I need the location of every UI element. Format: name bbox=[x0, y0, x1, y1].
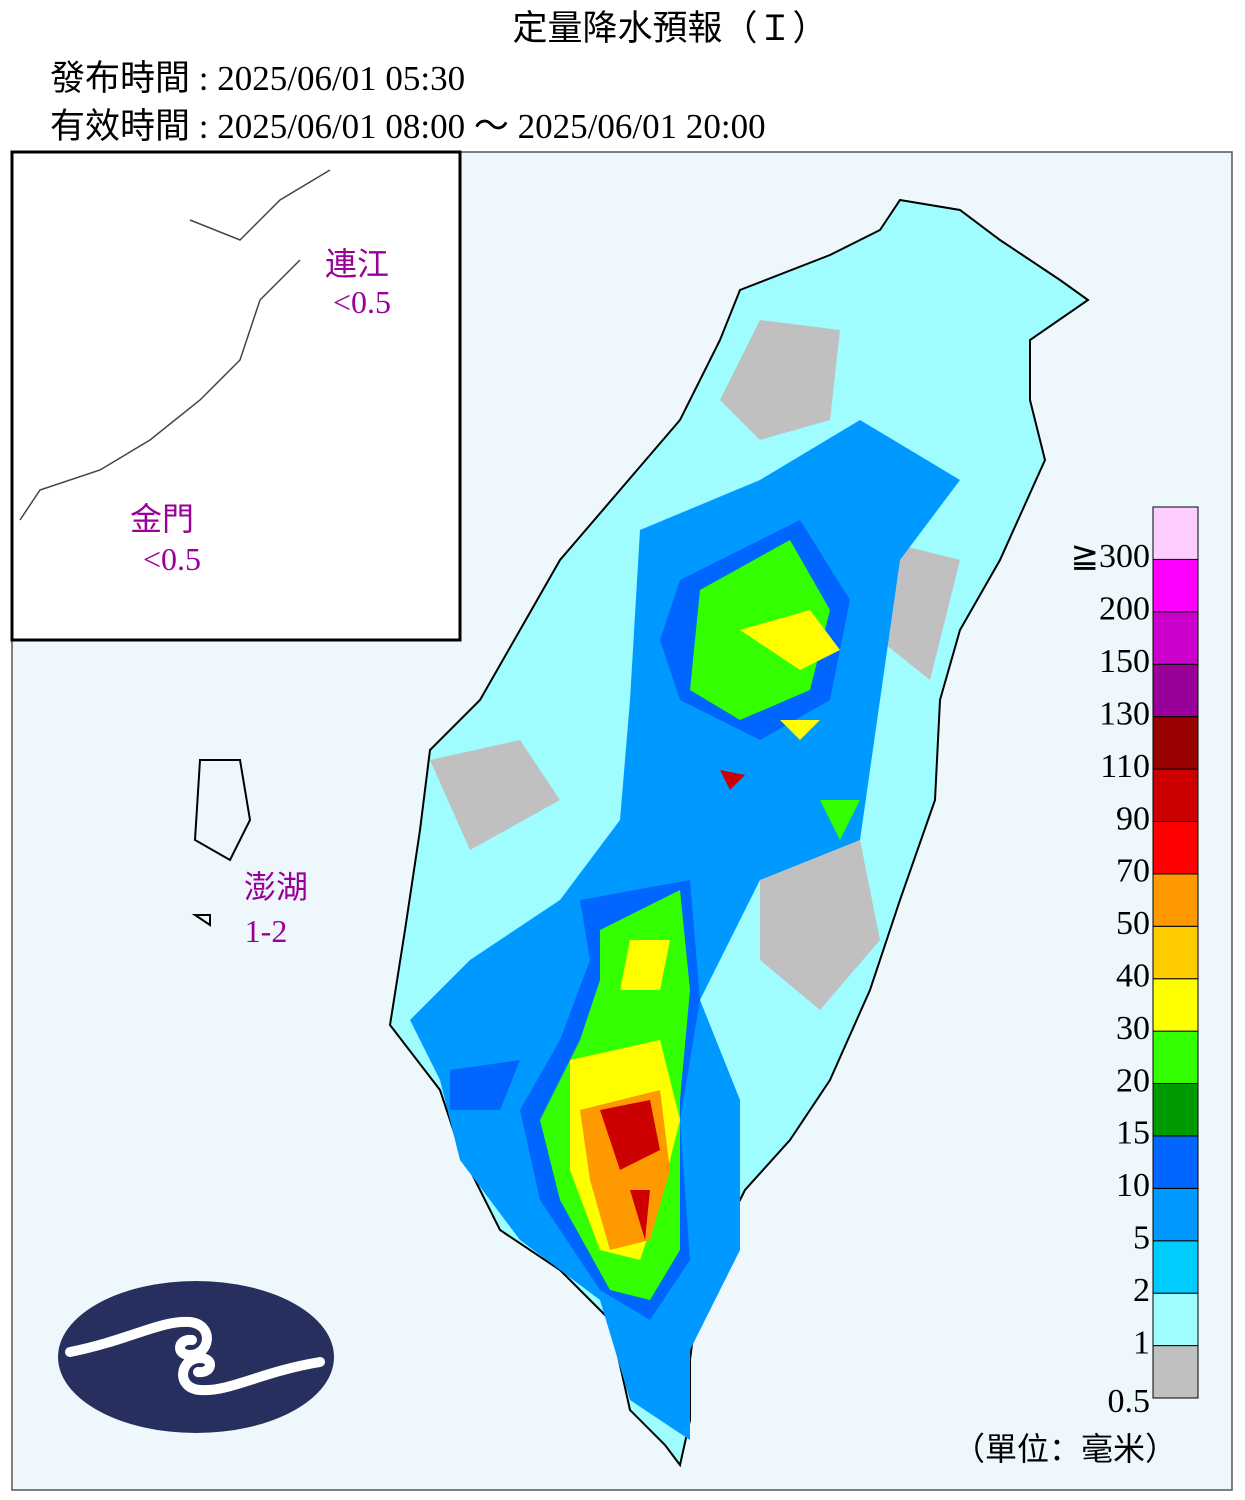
penghu-outline bbox=[191, 759, 252, 927]
legend-label: 110 bbox=[1100, 748, 1150, 785]
legend-label: 50 bbox=[1116, 905, 1150, 942]
region-value: <0.5 bbox=[143, 541, 201, 577]
legend-swatch bbox=[1152, 873, 1199, 927]
legend-label: ≧300 bbox=[1071, 538, 1151, 575]
legend-swatch bbox=[1152, 1030, 1199, 1085]
legend-label: 200 bbox=[1099, 591, 1150, 628]
legend-label: 1 bbox=[1133, 1324, 1150, 1361]
inset-map bbox=[10, 150, 462, 642]
legend-swatch bbox=[1152, 716, 1199, 770]
issue-time: 發布時間 : 2025/06/01 05:30 bbox=[50, 59, 465, 98]
region-name: 澎湖 bbox=[244, 869, 308, 905]
legend-swatch bbox=[1152, 1135, 1199, 1189]
unit-label: （單位：毫米） bbox=[953, 1431, 1177, 1467]
cwa-logo bbox=[58, 1281, 334, 1433]
legend-label: 150 bbox=[1099, 643, 1150, 680]
legend-swatch bbox=[1152, 1187, 1199, 1242]
legend-label: 90 bbox=[1116, 800, 1150, 837]
legend-swatch bbox=[1152, 611, 1199, 665]
region-name: 金門 bbox=[130, 501, 194, 537]
legend-label: 40 bbox=[1116, 958, 1150, 995]
legend-label: 5 bbox=[1133, 1220, 1150, 1257]
legend: 0.5 1 2 5 10 15 20 30 40 50 70 90 110 130 150 200 ≧300 bbox=[1071, 506, 1199, 1420]
legend-swatch bbox=[1152, 768, 1199, 822]
legend-swatch bbox=[1152, 558, 1199, 613]
legend-swatch bbox=[1152, 1083, 1199, 1137]
legend-swatch bbox=[1152, 1345, 1199, 1399]
legend-label: 2 bbox=[1133, 1272, 1150, 1309]
legend-label: 70 bbox=[1116, 853, 1150, 890]
legend-label: 0.5 bbox=[1108, 1383, 1151, 1420]
taiwan-map bbox=[388, 198, 1090, 1468]
region-name: 連江 bbox=[325, 246, 389, 282]
legend-swatch bbox=[1152, 663, 1199, 718]
legend-swatch bbox=[1152, 925, 1199, 980]
legend-swatch bbox=[1152, 506, 1199, 560]
legend-label: 10 bbox=[1116, 1167, 1150, 1204]
coastline bbox=[19, 169, 331, 521]
valid-time: 有效時間 : 2025/06/01 08:00 ～ 2025/06/01 20:… bbox=[50, 107, 766, 146]
legend-swatch bbox=[1152, 820, 1199, 875]
legend-swatch bbox=[1152, 978, 1199, 1032]
region-value: 1-2 bbox=[245, 913, 288, 949]
legend-label: 30 bbox=[1116, 1010, 1150, 1047]
legend-label: 20 bbox=[1116, 1062, 1150, 1099]
region-value: <0.5 bbox=[333, 284, 391, 320]
legend-label: 15 bbox=[1116, 1115, 1150, 1152]
title: 定量降水預報（Ｉ） bbox=[512, 9, 827, 48]
legend-label: 130 bbox=[1099, 695, 1150, 732]
legend-swatch bbox=[1152, 1240, 1199, 1294]
legend-swatch bbox=[1152, 1292, 1199, 1347]
